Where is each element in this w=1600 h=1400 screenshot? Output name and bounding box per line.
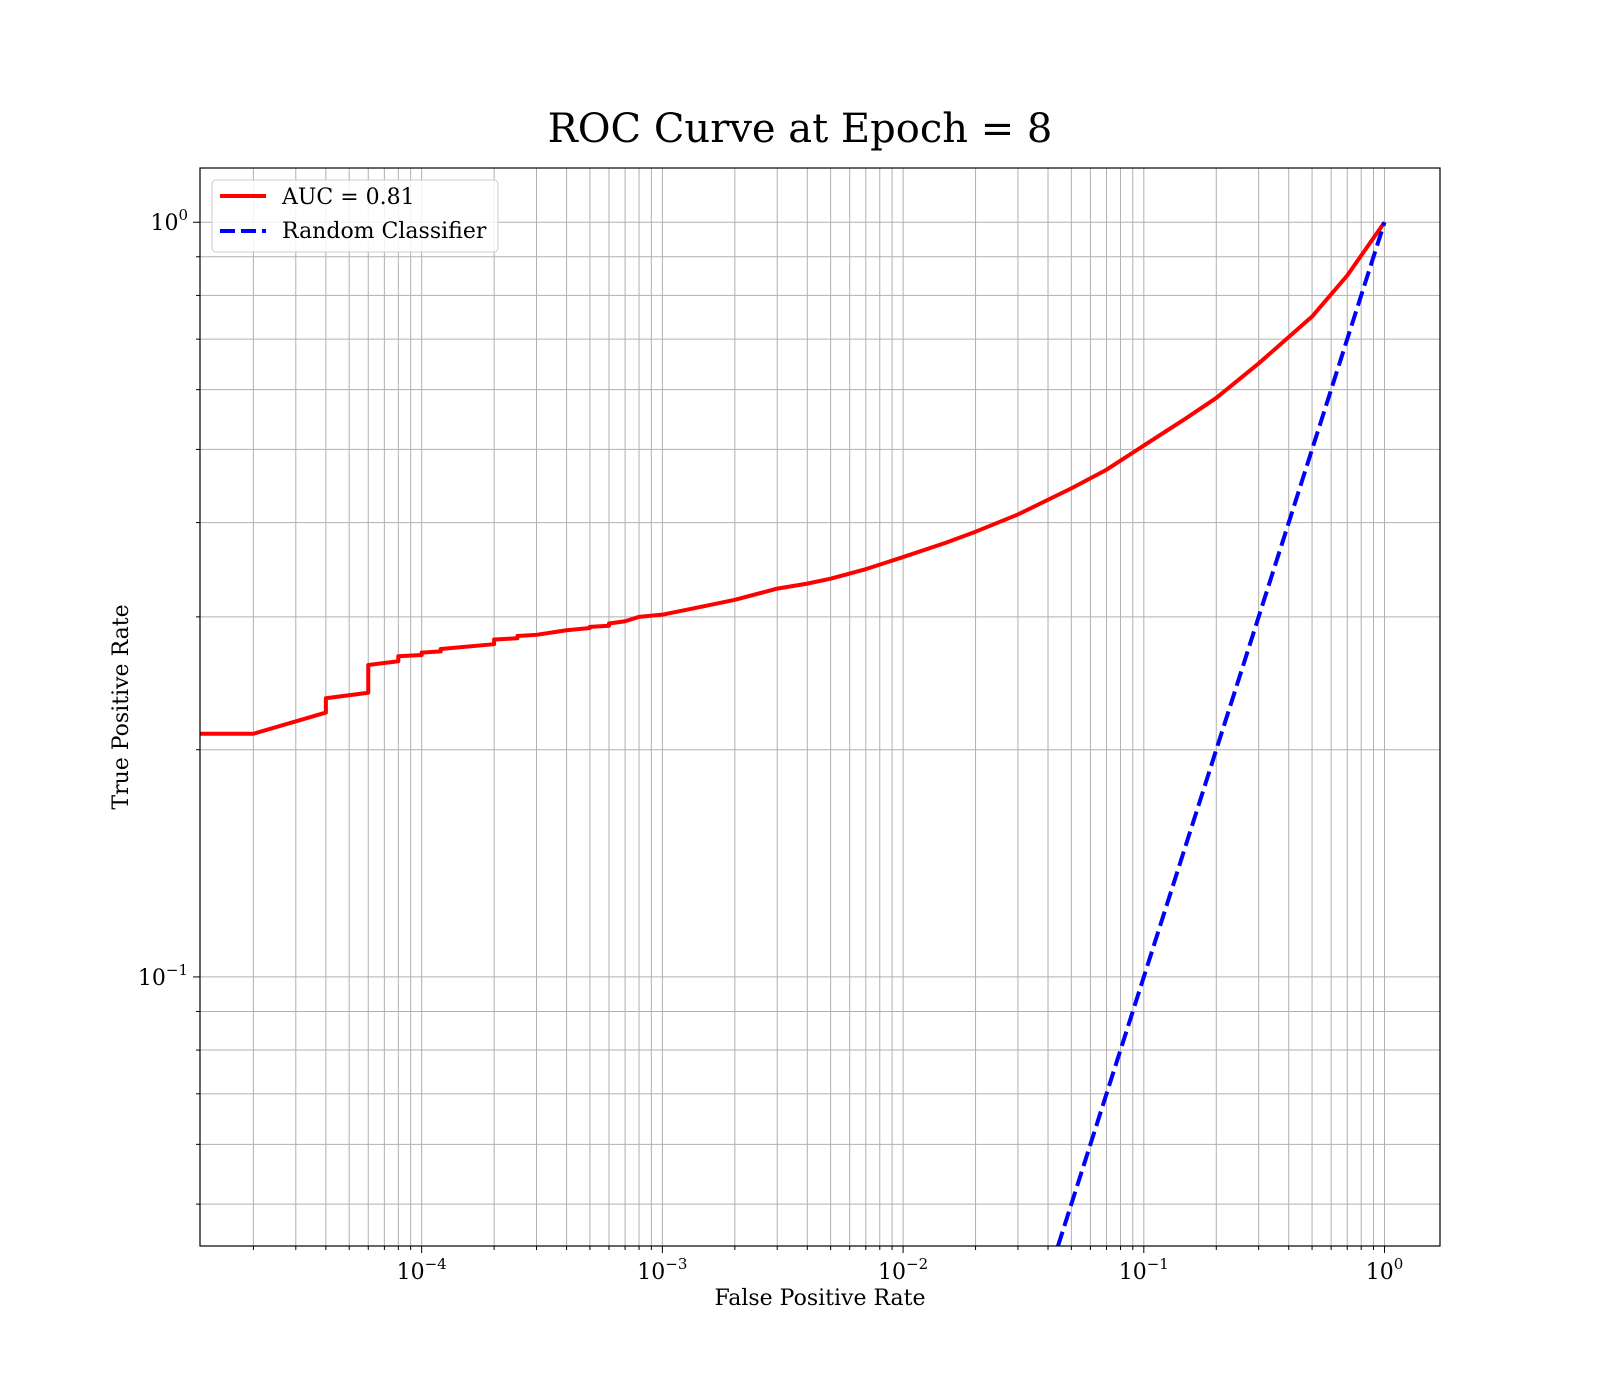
x-tick-label: 10−3 — [637, 1255, 687, 1285]
legend-label-random-classifier: Random Classifier — [282, 219, 487, 244]
y-tick-label: 10−1 — [138, 961, 188, 991]
y-axis-label: True Positive Rate — [109, 604, 134, 809]
x-tick-label: 10−4 — [397, 1255, 447, 1285]
legend-label-auc: AUC = 0.81 — [281, 185, 415, 210]
random-classifier-line — [1056, 221, 1387, 1246]
x-tick-label: 100 — [1366, 1255, 1404, 1285]
chart-title: ROC Curve at Epoch = 8 — [548, 106, 1053, 152]
grid-lines — [200, 168, 1440, 1246]
plot-frame — [199, 167, 1441, 1247]
tick-labels: 10−4 10−3 10−2 10−1 100 10−1 100 — [138, 206, 1403, 1285]
legend: AUC = 0.81 Random Classifier — [211, 179, 499, 253]
tick-marks — [193, 221, 1386, 1253]
roc-curve-line — [200, 221, 1387, 736]
x-tick-label: 10−1 — [1119, 1255, 1169, 1285]
y-tick-label: 100 — [150, 206, 188, 236]
x-tick-label: 10−2 — [878, 1255, 928, 1285]
series-lines — [200, 221, 1387, 1246]
legend-box — [211, 179, 499, 253]
x-axis-label: False Positive Rate — [714, 1286, 925, 1311]
